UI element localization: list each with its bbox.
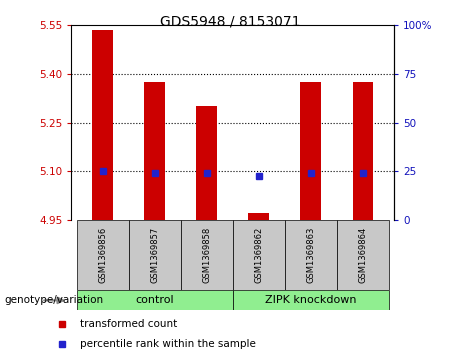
- Text: ZIPK knockdown: ZIPK knockdown: [265, 295, 357, 305]
- Text: GDS5948 / 8153071: GDS5948 / 8153071: [160, 15, 301, 29]
- Text: genotype/variation: genotype/variation: [5, 295, 104, 305]
- Bar: [77, 220, 129, 290]
- Bar: [144, 82, 165, 220]
- Text: control: control: [136, 295, 174, 305]
- Bar: [285, 220, 337, 290]
- Bar: [196, 106, 217, 220]
- Text: GSM1369862: GSM1369862: [254, 227, 263, 283]
- Bar: [77, 290, 233, 310]
- Text: transformed count: transformed count: [79, 319, 177, 329]
- Bar: [233, 290, 389, 310]
- Bar: [129, 220, 181, 290]
- Bar: [92, 30, 113, 220]
- Text: GSM1369857: GSM1369857: [150, 227, 159, 283]
- Text: GSM1369864: GSM1369864: [358, 227, 367, 283]
- Bar: [337, 220, 389, 290]
- Text: percentile rank within the sample: percentile rank within the sample: [79, 339, 255, 349]
- Bar: [248, 213, 269, 220]
- Bar: [181, 220, 233, 290]
- Bar: [301, 82, 321, 220]
- Text: GSM1369856: GSM1369856: [98, 227, 107, 283]
- Text: GSM1369858: GSM1369858: [202, 227, 211, 283]
- Bar: [353, 82, 373, 220]
- Bar: [233, 220, 285, 290]
- Text: GSM1369863: GSM1369863: [307, 227, 315, 283]
